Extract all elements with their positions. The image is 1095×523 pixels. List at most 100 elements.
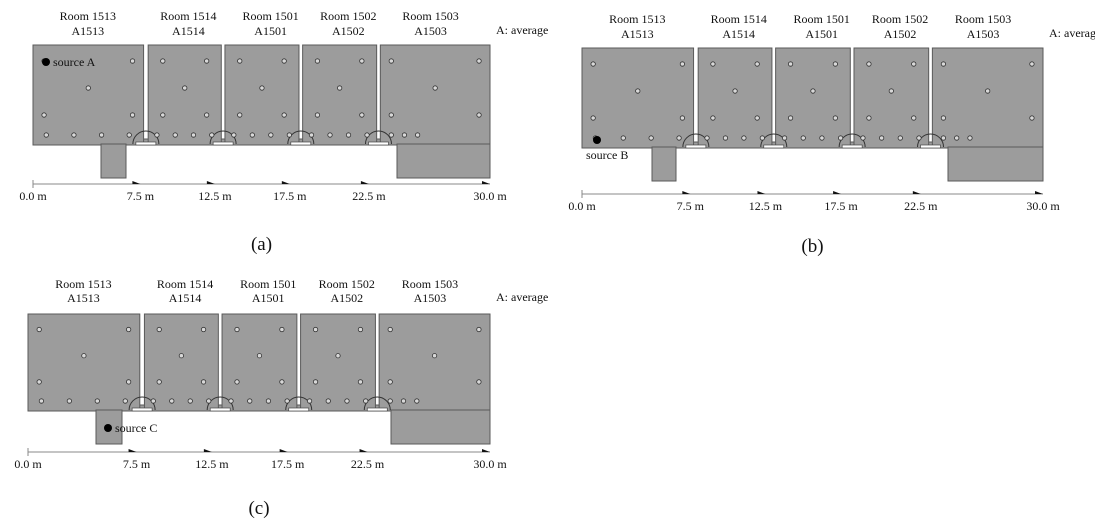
microphone-marker: [314, 58, 321, 64]
microphone-marker: [94, 398, 100, 404]
microphone-marker: [620, 135, 626, 141]
axis-arrow: [682, 191, 691, 194]
room-A1503: [379, 44, 491, 146]
microphone-marker: [401, 132, 408, 138]
microphone-marker: [209, 132, 215, 138]
axis-arrow: [833, 191, 842, 194]
microphone-marker: [679, 61, 686, 67]
door-swing: [760, 133, 788, 148]
microphone-marker: [71, 132, 77, 138]
microphone-marker: [414, 398, 420, 404]
room-A1514: [697, 47, 773, 149]
microphone-marker: [156, 326, 162, 333]
panel-label: (b): [801, 236, 823, 257]
microphone-marker: [256, 353, 263, 359]
microphone-marker: [590, 61, 596, 67]
axis-arrow: [360, 181, 369, 184]
microphone-marker: [156, 379, 162, 385]
source-label: source B: [586, 148, 628, 162]
room-name-label: Room 1514: [711, 12, 767, 26]
microphone-marker: [432, 85, 438, 91]
microphone-marker: [187, 398, 193, 404]
microphone-marker: [476, 379, 482, 385]
microphone-marker: [1029, 61, 1035, 67]
microphone-marker: [400, 398, 407, 404]
stairwell: [100, 143, 127, 179]
microphone-marker: [281, 58, 287, 64]
axis-arrow: [132, 181, 141, 184]
axis-arrow: [482, 181, 490, 184]
microphone-marker: [335, 353, 341, 359]
microphone-marker: [249, 132, 255, 138]
microphone-marker: [940, 115, 947, 121]
microphone-marker: [182, 85, 188, 91]
room-code-label: A1514: [169, 291, 202, 305]
room-code-label: A1514: [172, 24, 205, 38]
microphone-marker: [476, 112, 482, 118]
microphone-marker: [916, 135, 922, 141]
microphone-marker: [129, 112, 136, 118]
room-name-label: Room 1502: [320, 9, 376, 23]
microphone-marker: [237, 112, 243, 118]
door-swing: [285, 396, 313, 411]
room-A1502: [300, 313, 376, 412]
room-A1514: [143, 313, 219, 412]
room-A1503: [378, 313, 491, 412]
microphone-marker: [866, 115, 872, 121]
microphone-marker: [476, 58, 482, 64]
door-swing: [364, 130, 392, 145]
room-name-label: Room 1501: [240, 277, 296, 291]
microphone-marker: [312, 326, 319, 333]
microphone-marker: [967, 135, 973, 141]
axis-tick-label: 22.5 m: [352, 189, 386, 203]
axis-arrow: [281, 181, 290, 184]
axis-arrow: [757, 191, 766, 194]
microphone-marker: [759, 135, 765, 141]
microphone-marker: [172, 132, 178, 138]
panel-label: (a): [251, 234, 272, 255]
axis-tick-label: 0.0 m: [14, 457, 42, 471]
room-name-label: Room 1513: [609, 12, 665, 26]
door-swing: [838, 133, 866, 148]
axis-arrow: [206, 181, 215, 184]
microphone-marker: [476, 326, 482, 333]
microphone-marker: [36, 326, 42, 333]
microphone-marker: [154, 132, 160, 138]
microphone-marker: [126, 132, 132, 138]
axis-tick-label: 0.0 m: [568, 199, 596, 213]
microphone-marker: [911, 115, 917, 121]
microphone-marker: [431, 353, 438, 359]
stairwell: [651, 146, 677, 182]
microphone-marker: [679, 115, 686, 121]
microphone-marker: [911, 61, 917, 67]
microphone-marker: [325, 398, 331, 404]
microphone-marker: [169, 398, 175, 404]
axis-tick-label: 17.5 m: [271, 457, 305, 471]
microphone-marker: [41, 112, 47, 118]
microphone-marker: [200, 379, 207, 385]
axis-arrow: [912, 191, 921, 194]
microphone-marker: [819, 135, 825, 141]
axis-tick-label: 30.0 m: [1026, 199, 1060, 213]
room-A1501: [221, 313, 298, 412]
door-opening: [841, 144, 863, 149]
microphone-marker: [741, 135, 747, 141]
axis-tick-label: 30.0 m: [473, 189, 507, 203]
room-A1514: [147, 44, 222, 146]
microphone-marker: [178, 353, 184, 359]
door-opening: [685, 144, 707, 149]
door-swing: [917, 133, 945, 148]
source-marker: [104, 424, 112, 432]
axis-tick-label: 17.5 m: [273, 189, 307, 203]
axis-arrow: [203, 449, 212, 452]
microphone-marker: [279, 379, 285, 385]
microphone-marker: [415, 132, 421, 138]
room-1503-extension: [390, 409, 491, 445]
room-code-label: A1501: [254, 24, 287, 38]
microphone-marker: [704, 135, 710, 141]
axis-tick-label: 30.0 m: [473, 457, 507, 471]
microphone-marker: [387, 379, 393, 385]
source-marker: [593, 136, 601, 144]
